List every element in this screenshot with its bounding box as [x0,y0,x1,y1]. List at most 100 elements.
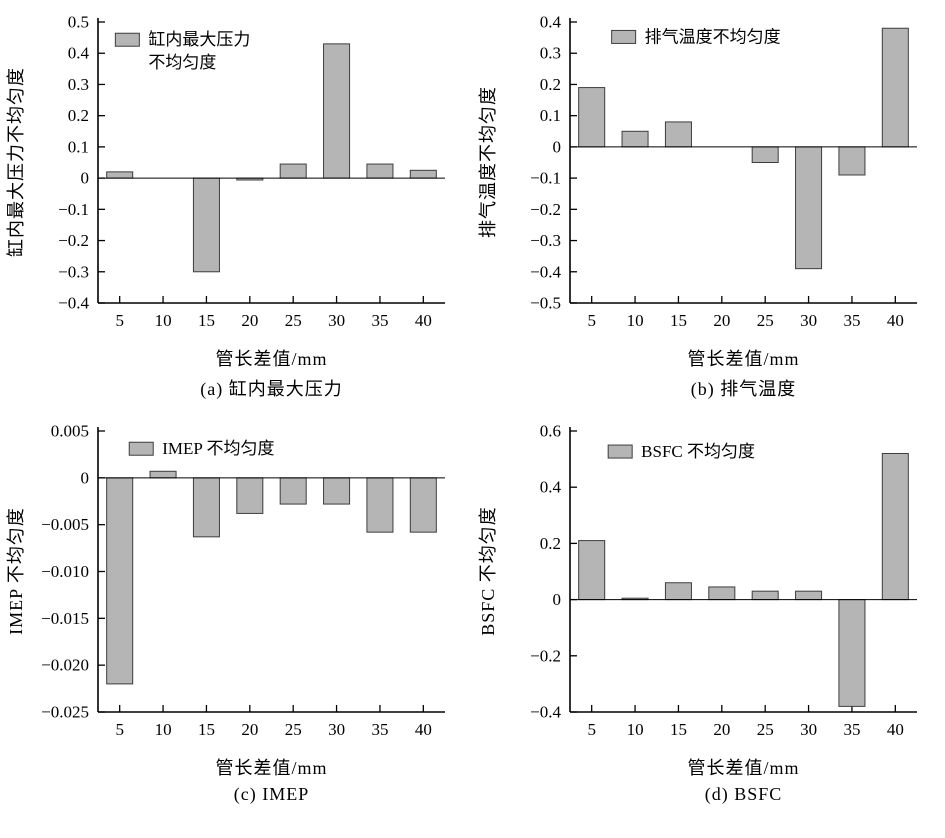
legend-label: IMEP 不均匀度 [162,439,274,458]
x-tick-label: 15 [198,720,215,739]
y-tick-label: 0.1 [540,106,561,125]
bar-5mm [578,87,606,148]
y-tick-label: 0.3 [68,75,89,94]
x-axis-label: 管长差值/mm [687,349,800,369]
x-tick-label: 10 [627,311,644,330]
y-tick-label: 0.4 [540,13,562,32]
bar-30mm [795,146,823,270]
y-tick-label: −0.010 [41,562,89,581]
bar-plot-b: 0.4 0.3 0.2 0.1 0 −0.1 −0.2 −0.3 −0.4 −0.5 5 10 15 20… [530,13,917,330]
bar-5mm [106,477,134,685]
y-tick-label: −0.2 [530,200,561,219]
y-tick-label: −0.2 [58,231,89,250]
legend-swatch [114,32,140,47]
x-tick-label: 40 [415,720,432,739]
x-tick-label: 40 [887,311,904,330]
bar-35mm [838,599,866,707]
bar-30mm [795,590,823,601]
bar-35mm [366,477,394,533]
x-tick-label: 20 [241,720,258,739]
x-axis-label: 管长差值/mm [215,758,328,778]
x-tick-label: 35 [843,311,860,330]
y-axis-label: IMEP 不均匀度 [6,507,26,636]
bar-15mm [664,121,692,148]
chart-panel-d: BSFC 不均匀度 0.6 0.4 0.2 0 −0.2 −0.4 5 10 15 20 25 30 3… [472,413,944,805]
y-tick-label: 0 [553,590,562,609]
y-axis-label-box: 缸内最大压力不均匀度 [0,8,30,343]
y-tick-label: 0.1 [68,137,89,156]
x-tick-label: 25 [285,720,302,739]
plot-row: IMEP 不均匀度 0.005 0 −0.005 −0.010 −0.015 −0.020… [0,417,472,752]
bar-35mm [366,163,394,179]
x-tick-label: 40 [415,311,432,330]
x-tick-label: 30 [800,720,817,739]
bar-20mm [708,586,736,601]
bar-40mm [409,169,437,179]
x-tick-label: 15 [198,311,215,330]
y-tick-label: −0.4 [58,294,89,313]
y-tick-label: 0.2 [540,534,561,553]
y-tick-label: −0.1 [530,169,561,188]
plot-row: 排气温度不均匀度 0.4 0.3 0.2 0.1 0 −0.1 −0.2 −0.3 −0.4 −0… [472,8,944,343]
chart-caption: (a) 缸内最大压力 [200,379,343,399]
x-tick-label: 15 [670,720,687,739]
y-tick-label: 0 [81,169,90,188]
y-tick-label: −0.4 [530,262,561,281]
x-tick-label: 30 [328,311,345,330]
x-tick-label: 5 [587,311,596,330]
y-tick-label: 0.3 [540,44,561,63]
plot-row: 缸内最大压力不均匀度 0.5 0.4 0.3 0.2 0.1 0 −0.1 −0.2 −0.3 −… [0,8,472,343]
legend-swatch [128,441,154,456]
y-tick-label: −0.2 [530,646,561,665]
y-axis-label-box: 排气温度不均匀度 [472,8,502,343]
y-axis-label: 排气温度不均匀度 [478,86,498,239]
x-tick-label: 35 [371,311,388,330]
bar-25mm [279,477,307,505]
bar-15mm [664,582,692,601]
legend-swatch [607,444,633,459]
bar-20mm [236,477,264,514]
bar-30mm [323,43,351,179]
chart-panel-c: IMEP 不均匀度 0.005 0 −0.005 −0.010 −0.015 −0.020… [0,413,472,805]
bar-40mm [409,477,437,533]
bar-40mm [881,27,909,148]
legend-swatch [611,29,637,44]
bar-plot-c: 0.005 0 −0.005 −0.010 −0.015 −0.020 −0.025 5 10 1… [41,422,445,739]
x-tick-label: 35 [843,720,860,739]
bar-plot-d: 0.6 0.4 0.2 0 −0.2 −0.4 5 10 15 20 25 30 35 40 BSFC 不均… [530,422,917,739]
y-tick-label: 0.4 [540,478,562,497]
x-axis-label: 管长差值/mm [215,349,328,369]
legend-label: 排气温度不均匀度 [645,27,781,46]
x-tick-label: 35 [371,720,388,739]
y-tick-label: −0.020 [41,656,89,675]
bar-25mm [751,146,779,163]
x-tick-label: 5 [115,311,124,330]
x-tick-label: 25 [757,311,774,330]
legend-label: 缸内最大压力 [148,29,250,49]
bar-15mm [192,477,220,538]
y-tick-label: −0.5 [530,294,561,313]
y-axis-label: BSFC 不均匀度 [478,506,498,636]
chart-panel-a: 缸内最大压力不均匀度 0.5 0.4 0.3 0.2 0.1 0 −0.1 −0.2 −0.3 −… [0,4,472,401]
bar-10mm [621,130,649,148]
x-tick-label: 10 [627,720,644,739]
bar-25mm [751,590,779,601]
y-axis-label-box: IMEP 不均匀度 [0,417,30,752]
bar-10mm [149,470,177,479]
y-tick-label: 0.4 [68,44,90,63]
plot-row: BSFC 不均匀度 0.6 0.4 0.2 0 −0.2 −0.4 5 10 15 20 25 30 3… [472,417,944,752]
y-tick-label: −0.4 [530,703,561,722]
y-axis-label-box: BSFC 不均匀度 [472,417,502,752]
x-tick-label: 20 [713,720,730,739]
legend-label: BSFC 不均匀度 [641,442,755,461]
x-tick-label: 5 [587,720,596,739]
x-tick-label: 25 [757,720,774,739]
x-tick-label: 30 [800,311,817,330]
y-tick-label: 0.005 [51,422,89,441]
y-tick-label: −0.3 [58,262,89,281]
y-tick-label: −0.3 [530,231,561,250]
x-axis-label: 管长差值/mm [687,758,800,778]
y-tick-label: 0.2 [68,106,89,125]
x-tick-label: 15 [670,311,687,330]
bar-5mm [106,171,134,179]
